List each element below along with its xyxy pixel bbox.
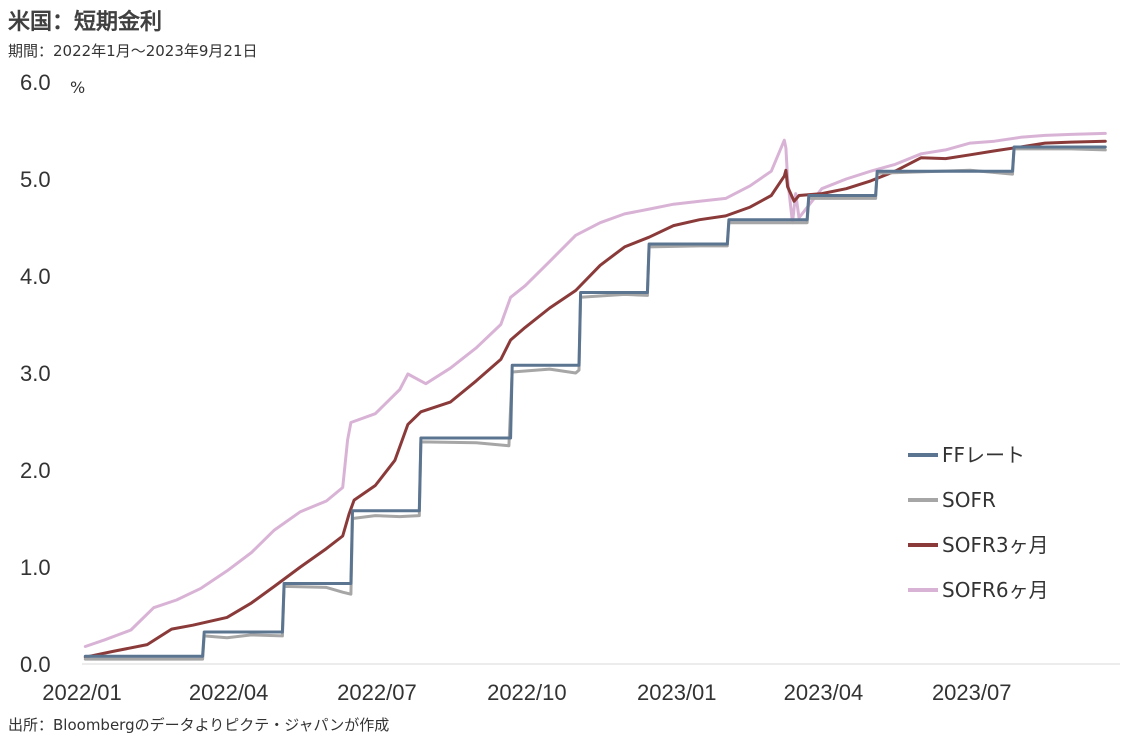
legend-label: SOFR [942, 488, 996, 512]
y-unit-label: % [70, 78, 85, 97]
series-layer [83, 131, 1107, 661]
y-tick-label: 4.0 [20, 264, 51, 289]
chart-title: 米国：短期金利 [8, 10, 163, 35]
series-line-1 [83, 145, 1107, 658]
series-line-2 [83, 147, 1107, 661]
y-tick-label: 5.0 [20, 167, 51, 192]
x-tick-label: 2022/01 [42, 680, 122, 705]
y-tick-label: 6.0 [20, 70, 51, 95]
legend-label: FFレート [942, 443, 1025, 467]
x-tick-label: 2023/01 [637, 680, 717, 705]
x-tick-label: 2022/10 [487, 680, 567, 705]
y-tick-label: 1.0 [20, 555, 51, 580]
chart-subtitle: 期間：2022年1月～2023年9月21日 [8, 42, 258, 60]
legend-label: SOFR3ヶ月 [942, 533, 1049, 557]
x-tick-label: 2022/07 [337, 680, 417, 705]
y-tick-label: 0.0 [20, 652, 51, 677]
y-axis: 0.0 1.0 2.0 3.0 4.0 5.0 6.0% [20, 70, 85, 677]
x-tick-label: 2023/07 [932, 680, 1012, 705]
legend-label: SOFR6ヶ月 [942, 578, 1049, 602]
x-axis: 2022/01 2022/04 2022/07 2022/10 2023/01 2023/… [42, 663, 1120, 705]
y-tick-label: 3.0 [20, 361, 51, 386]
series-line-4 [83, 131, 1107, 648]
x-tick-label: 2022/04 [189, 680, 269, 705]
x-tick-label: 2023/04 [784, 680, 864, 705]
legend: FFレート SOFR SOFR3ヶ月 SOFR6ヶ月 [908, 443, 1049, 602]
source-note: 出所：Bloombergのデータよりピクテ・ジャパンが作成 [8, 716, 390, 734]
y-tick-label: 2.0 [20, 458, 51, 483]
